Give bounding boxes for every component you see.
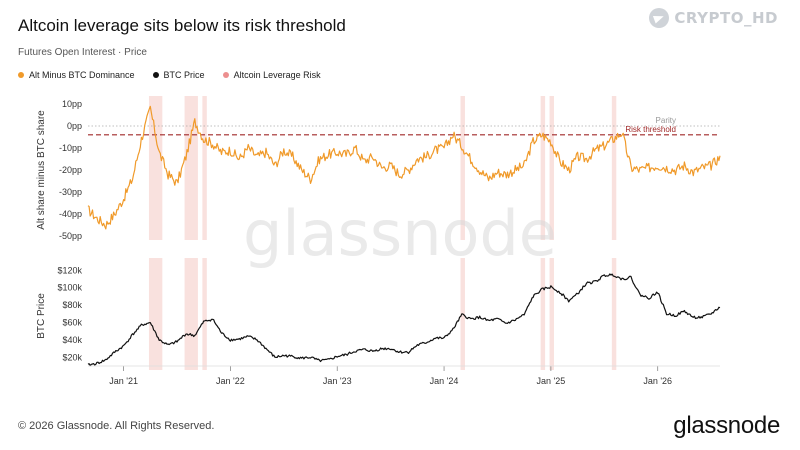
risk-band (202, 96, 207, 240)
x-tick-label: Jan '22 (216, 376, 245, 386)
copyright: © 2026 Glassnode. All Rights Reserved. (18, 420, 215, 432)
risk-band (148, 258, 163, 370)
y-tick-label: $20k (62, 352, 82, 362)
parity-label: Parity (656, 116, 676, 125)
risk-band (184, 96, 198, 240)
risk-band (184, 258, 198, 370)
y-tick-label: -50pp (59, 231, 82, 241)
y-tick-label: $120k (57, 265, 82, 275)
legend-item-btc-price[interactable]: BTC Price (152, 70, 205, 80)
telegram-icon (649, 8, 670, 28)
y-axis-title: Alt share minus BTC share (36, 110, 47, 230)
y-tick-label: -30pp (59, 187, 82, 197)
glassnode-logo: glassnode (673, 412, 780, 439)
x-tick-label: Jan '21 (109, 376, 138, 386)
risk-band (460, 96, 465, 240)
y-axis-title: BTC Price (36, 293, 47, 339)
watermark-text: glassnode (243, 197, 557, 270)
legend-swatch-risk (222, 72, 229, 78)
y-axes: 10pp 0pp -10pp -20pp -30pp -40pp -50pp Alt shar… (36, 99, 82, 362)
series-line-alt-minus-btc-dominance (87, 105, 721, 230)
legend: Alt Minus BTC Dominance BTC Price Altcoi… (18, 70, 321, 80)
risk-band (540, 258, 546, 370)
x-axis: Jan '21 Jan '22 Jan '23 Jan '24 Jan '25 Jan '… (88, 365, 720, 386)
x-tick-label: Jan '26 (643, 376, 672, 386)
y-tick-label: $80k (62, 300, 82, 310)
y-tick-label: 0pp (67, 121, 82, 131)
x-tick-label: Jan '23 (323, 376, 352, 386)
legend-item-leverage-risk[interactable]: Altcoin Leverage Risk (222, 70, 321, 80)
x-tick-label: Jan '24 (430, 376, 459, 386)
page-title: Altcoin leverage sits below its risk thr… (18, 16, 346, 35)
risk-band (202, 258, 207, 370)
risk-bands (148, 96, 617, 370)
legend-label-alt: Alt Minus BTC Dominance (29, 70, 135, 80)
risk-band (549, 258, 554, 370)
risk-band (148, 96, 163, 240)
legend-label-risk: Altcoin Leverage Risk (233, 70, 321, 80)
y-tick-label: $60k (62, 318, 82, 328)
y-tick-label: $100k (57, 283, 82, 293)
legend-swatch-alt (18, 72, 24, 78)
y-tick-label: -40pp (59, 209, 82, 219)
y-tick-label: -20pp (59, 165, 82, 175)
x-tick-label: Jan '25 (536, 376, 565, 386)
y-tick-label: -10pp (59, 143, 82, 153)
legend-item-alt-dominance[interactable]: Alt Minus BTC Dominance (18, 70, 135, 80)
channel-badge-text: CRYPTO_HD (674, 9, 778, 27)
series-line-btc-price (87, 273, 721, 367)
risk-band (549, 96, 554, 240)
page-subtitle: Futures Open Interest · Price (18, 47, 147, 58)
risk-threshold-label: Risk threshold (625, 125, 676, 134)
risk-band (611, 96, 617, 240)
y-tick-label: 10pp (62, 99, 82, 109)
risk-band (540, 96, 546, 240)
series-lines (87, 105, 721, 367)
y-tick-label: $40k (62, 335, 82, 345)
channel-badge: CRYPTO_HD (649, 8, 778, 28)
legend-label-btc: BTC Price (163, 70, 205, 80)
legend-swatch-btc (152, 72, 159, 78)
risk-band (611, 258, 617, 370)
